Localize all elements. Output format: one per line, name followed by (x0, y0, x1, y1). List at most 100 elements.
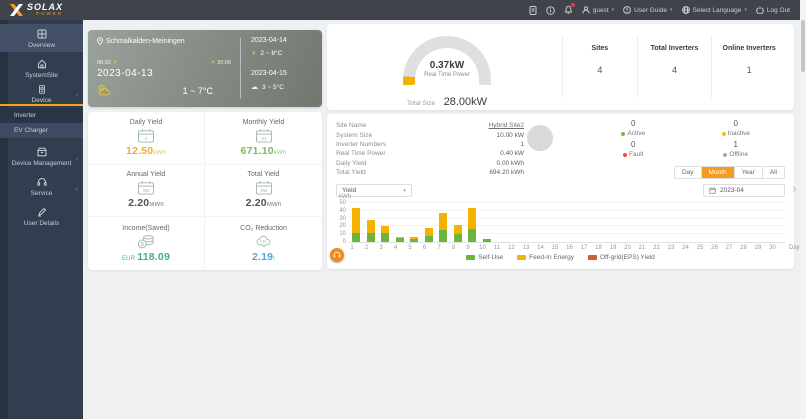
chart-y-unit: kWh (339, 194, 351, 200)
tab-all[interactable]: All (761, 167, 784, 178)
sidebar-item-ev-charger[interactable]: EV Charger (0, 123, 83, 138)
bar-segment (381, 225, 389, 233)
svg-text:kW: kW (260, 189, 267, 194)
site-name-link[interactable]: Hybrid Site2 (488, 122, 524, 130)
notifications-bell-icon[interactable] (564, 2, 575, 16)
site-row: Daily Yield 0.00 kWh (336, 159, 524, 167)
svg-text:31: 31 (261, 136, 267, 141)
location-pin-icon (97, 37, 103, 45)
user-guide-label: User Guide (634, 6, 668, 14)
sidebar-item-systemsite[interactable]: SystemSite (0, 54, 83, 82)
x-tick: 24 (682, 245, 689, 251)
x-tick: 23 (667, 245, 675, 251)
carousel-next-arrow[interactable]: › (792, 182, 798, 197)
stat-total-yield: Total Yield kW 2.20MWh (205, 165, 322, 218)
bar-segment (424, 227, 433, 236)
svg-text:CO₂: CO₂ (259, 238, 267, 243)
x-tick: 10 (479, 245, 486, 251)
document-icon[interactable] (529, 5, 537, 15)
selected-metric: Yield (342, 187, 357, 194)
status-dot (723, 152, 728, 157)
weather-date: 2023-04-13 (97, 68, 154, 79)
x-tick: 18 (595, 245, 602, 251)
sunrise: 06:30 ☀ (97, 59, 118, 66)
sunrise-icon: ☀ (112, 59, 118, 66)
x-tick: 1 (350, 245, 354, 251)
bar-segment (453, 234, 462, 242)
sidebar-item-device-management[interactable]: Device Management › (0, 142, 83, 170)
bar-segment (453, 224, 462, 235)
legend-swatch (466, 255, 476, 260)
chevron-icon: › (75, 156, 78, 163)
tab-day[interactable]: Day (674, 167, 701, 178)
site-detail-card: Site Name Hybrid Site2 System Size 10.00… (327, 114, 800, 269)
status-active: 0 Active (582, 119, 685, 137)
sidebar-item-user-details[interactable]: User Details (0, 202, 83, 230)
calendar-icon (709, 187, 716, 194)
x-tick: 4 (393, 245, 398, 251)
forecast-temp: ☁ 3 ~ 5°C (251, 83, 284, 91)
logout-button[interactable]: Log Out (756, 6, 790, 14)
x-tick: 12 (508, 245, 515, 251)
legend-item[interactable]: Off-grid(EPS) Yield (587, 254, 655, 261)
weather-location: Schmalkalden-Meiningen (106, 37, 185, 45)
site-row: Total Yield 694.20 kWh (336, 169, 524, 177)
forecast-temp: ☀ 2 ~ 8°C (251, 50, 283, 57)
book-icon (623, 6, 632, 14)
chart-date-picker[interactable]: 2023-04 (703, 184, 785, 197)
x-tick: 27 (725, 245, 733, 251)
overview-icon (37, 29, 46, 39)
x-tick: 25 (696, 245, 704, 251)
site-row: Site Name Hybrid Site2 (336, 122, 524, 130)
tab-month[interactable]: Month (700, 167, 734, 178)
sidebar-item-service[interactable]: Service › (0, 172, 83, 200)
status-dot (721, 131, 726, 136)
co2-cloud-icon: CO₂ (256, 235, 270, 248)
chart-metric-select[interactable]: Yield ▾ (336, 184, 412, 197)
legend-item[interactable]: Feed-In Energy (517, 254, 574, 261)
customer-service-fab[interactable] (330, 248, 344, 262)
x-tick: 14 (537, 245, 544, 251)
user-menu[interactable]: guest ▾ (582, 6, 614, 14)
status-dot (623, 152, 628, 157)
x-tick: 28 (740, 245, 747, 251)
stat-daily-yield: Daily Yield 1 12.50kWh (88, 112, 205, 165)
bar-segment (410, 237, 418, 239)
legend-item[interactable]: Self-Use (466, 254, 503, 261)
language-menu[interactable]: Select Language ▾ (681, 6, 747, 14)
sidebar-item-device[interactable]: Device › (0, 80, 83, 106)
site-row: Real Time Power 0.40 kW (336, 150, 524, 158)
x-tick: 6 (422, 245, 427, 251)
bar-segment (395, 236, 404, 239)
svg-text:365: 365 (142, 189, 150, 194)
sidebar-item-inverter[interactable]: Inverter (0, 108, 83, 123)
tab-year[interactable]: Year (733, 167, 762, 178)
stat-income: Income(Saved) $ EUR 118.09 (88, 217, 205, 270)
scrollbar-thumb[interactable] (801, 20, 805, 72)
x-tick: 8 (451, 245, 456, 251)
scrollbar-track[interactable] (800, 0, 806, 419)
person-icon (582, 6, 590, 14)
realtime-power-label: Real Time Power (424, 72, 470, 78)
globe-icon (681, 6, 690, 14)
sidebar-item-overview[interactable]: Overview (0, 24, 83, 52)
svg-text:$: $ (141, 241, 145, 248)
selected-date: 2023-04 (720, 187, 744, 194)
metric-total-inverters: Total Inverters 4 (636, 36, 712, 98)
weather-divider (240, 38, 241, 99)
calendar-total-icon: kW (255, 181, 272, 196)
total-size: Total Size 28.00kW (406, 96, 488, 108)
sidebar-label: Service (30, 190, 53, 197)
user-guide-menu[interactable]: User Guide ▾ (623, 6, 673, 14)
username: guest (592, 6, 609, 14)
forecast-date: 2023-04-14 (251, 37, 287, 44)
info-icon[interactable] (545, 5, 555, 15)
language-label: Select Language (692, 6, 742, 14)
coins-icon: $ (137, 234, 154, 248)
cloud-icon: ☁ (251, 83, 258, 91)
calendar-day-icon: 1 (138, 128, 154, 143)
brand-sub: POWER (36, 11, 64, 17)
bar-segment (352, 232, 360, 242)
metric-online-inverters: Online Inverters 1 (711, 36, 786, 98)
